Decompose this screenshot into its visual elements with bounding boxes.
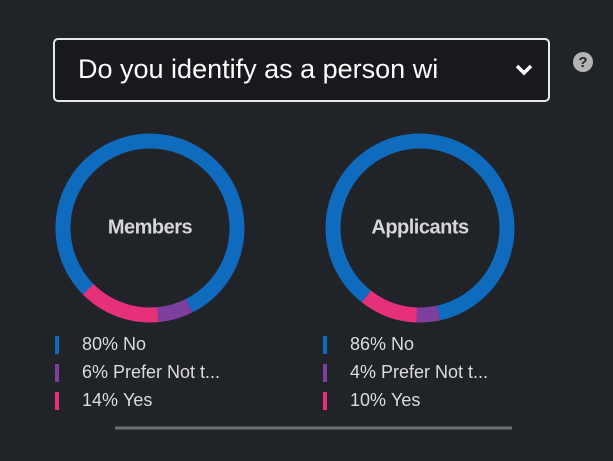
legend-category: Yes [386,390,420,410]
donut-segment [416,305,441,323]
legend-entry: 14% Yes [82,390,152,410]
legend-entry: 10% Yes [350,390,420,410]
donut-segment [55,133,245,313]
legend-entry: 4% Prefer Not t... [350,362,488,382]
donut-segment [361,290,418,323]
dropdown[interactable] [53,38,550,102]
legend-swatch [55,336,59,354]
legend-category: No [386,334,414,354]
legend-swatch [55,364,59,382]
legend-value: 86% [350,334,386,354]
legend-value: 6% [82,362,108,382]
legend-swatch [323,364,327,382]
legend-entry: 6% Prefer Not t... [82,362,220,382]
legend-category: Yes [118,390,152,410]
legend-swatch [55,392,59,410]
legend-swatch [323,336,327,354]
donut-center-label: Applicants [371,216,469,238]
legend-value: 10% [350,390,386,410]
legend-category: Prefer Not t... [108,362,220,382]
legend-category: Prefer Not t... [376,362,488,382]
dropdown-text: Do you identify as a person wi [78,54,438,84]
help-icon-glyph: ? [578,54,587,71]
legend-entry: 80% No [82,334,146,354]
legend-entry: 86% No [350,334,414,354]
legend-category: No [118,334,146,354]
donut-segment [325,133,515,321]
legend-value: 80% [82,334,118,354]
legend-value: 14% [82,390,118,410]
help-icon[interactable] [573,52,593,72]
donut-segment [82,283,159,323]
donut-segment [156,298,193,323]
donut-center-label: Members [108,216,193,238]
dropdown-chevron [515,64,533,76]
legend-swatch [323,392,327,410]
legend-value: 4% [350,362,376,382]
